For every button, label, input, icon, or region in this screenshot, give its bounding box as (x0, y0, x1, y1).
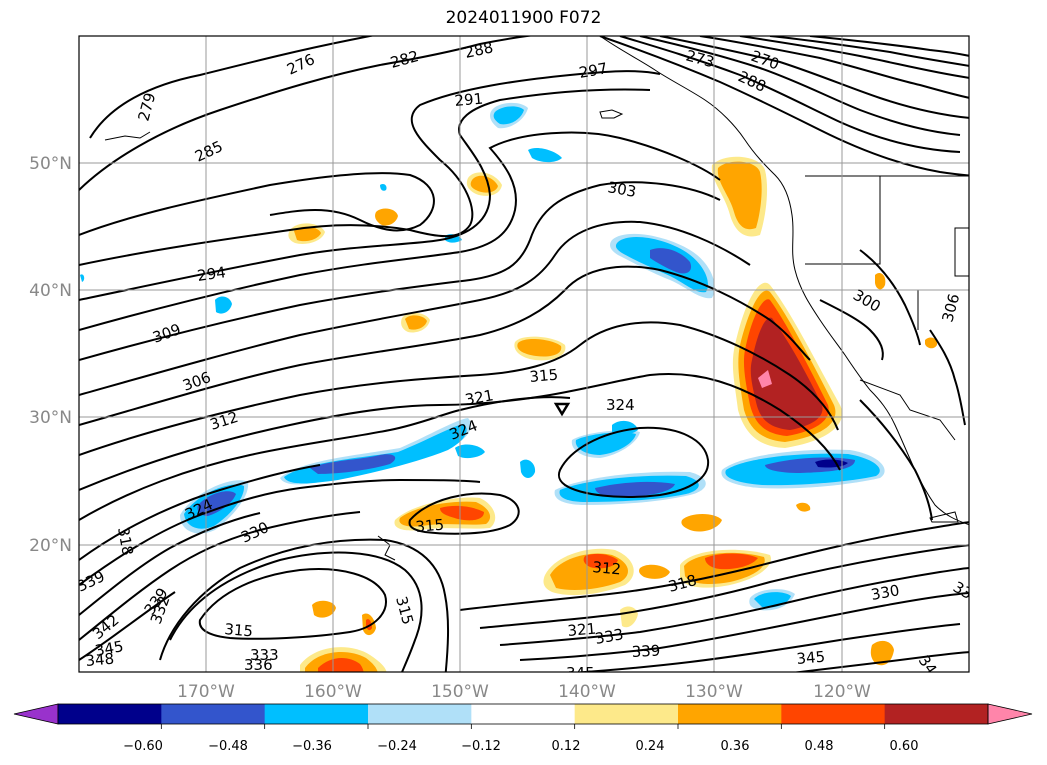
contour-label: 34 (915, 652, 941, 678)
shaded-fields (80, 102, 938, 672)
contour-label: 318 (114, 526, 137, 557)
contour-label: 312 (592, 558, 622, 578)
latitude-tick-labels: 50°N 40°N 30°N 20°N (29, 154, 72, 556)
lat-tick-label: 30°N (29, 408, 72, 428)
colorbar-tick-labels: −0.60 −0.48 −0.36 −0.24 −0.12 0.12 0.24 … (123, 739, 918, 754)
contour-label: 324 (606, 396, 635, 414)
contour-label: 333 (250, 646, 279, 664)
colorbar-segment (678, 704, 782, 724)
lon-tick-label: 150°W (431, 682, 489, 702)
colorbar-tick-label: −0.24 (377, 739, 417, 754)
colorbar-tick-label: 0.48 (805, 739, 834, 754)
lat-tick-label: 20°N (29, 536, 72, 556)
contour-label: 294 (196, 263, 227, 285)
colorbar-segment (161, 704, 266, 724)
colorbar-tick-label: 0.60 (890, 739, 919, 754)
lon-tick-label: 170°W (177, 682, 235, 702)
contour-label: 345 (566, 664, 595, 682)
contour-label: 336 (244, 656, 273, 674)
colorbar-segments (58, 704, 989, 729)
colorbar-tick-label: −0.12 (461, 739, 501, 754)
lon-tick-label: 120°W (813, 682, 871, 702)
lon-tick-label: 160°W (304, 682, 362, 702)
colorbar-tick-label: 0.24 (636, 739, 665, 754)
colorbar-tick-label: −0.36 (292, 739, 332, 754)
lon-tick-label: 140°W (558, 682, 616, 702)
contour-label: 315 (415, 516, 445, 536)
colorbar-segment (781, 704, 886, 724)
plot-frame (78, 35, 970, 673)
contour-label: 345 (796, 648, 826, 668)
colorbar-frame (57, 703, 989, 725)
contour-label: 303 (606, 178, 637, 201)
colorbar: −0.60 −0.48 −0.36 −0.24 −0.12 0.12 0.24 … (13, 703, 1033, 754)
contour-label: 315 (529, 366, 559, 386)
colorbar-segment (264, 704, 369, 724)
lat-tick-label: 40°N (29, 281, 72, 301)
colorbar-segment (368, 704, 472, 724)
contour-label: 315 (224, 620, 254, 640)
lat-tick-label: 50°N (29, 154, 72, 174)
contour-label: 297 (578, 59, 609, 82)
colorbar-tick-label: 0.36 (721, 739, 750, 754)
contour-label: 321 (567, 620, 597, 640)
colorbar-extend-max (987, 703, 1033, 725)
gridlines (79, 36, 969, 672)
map-title: 2024011900 F072 (445, 8, 602, 28)
contour-label: 339 (631, 642, 661, 661)
colorbar-segment (884, 704, 989, 724)
colorbar-tick-label: −0.60 (123, 739, 163, 754)
contour-label: 288 (463, 38, 495, 62)
contour-label: 345 (94, 637, 125, 660)
lon-tick-label: 130°W (685, 682, 743, 702)
colorbar-tick-label: −0.48 (208, 739, 248, 754)
colorbar-extend-min (13, 703, 59, 725)
contour-label: 348 (85, 650, 115, 670)
longitude-tick-labels: 170°W 160°W 150°W 140°W 130°W 120°W (177, 682, 871, 702)
coastlines (104, 36, 969, 561)
colorbar-tick-label: 0.12 (552, 739, 581, 754)
colorbar-segment (471, 704, 576, 724)
contour-label: 333 (594, 625, 625, 648)
colorbar-segment (58, 704, 162, 724)
contour-label: 330 (870, 581, 901, 604)
contour-label: 291 (454, 90, 484, 110)
colorbar-segment (574, 704, 679, 724)
contour-label: 321 (464, 386, 495, 409)
